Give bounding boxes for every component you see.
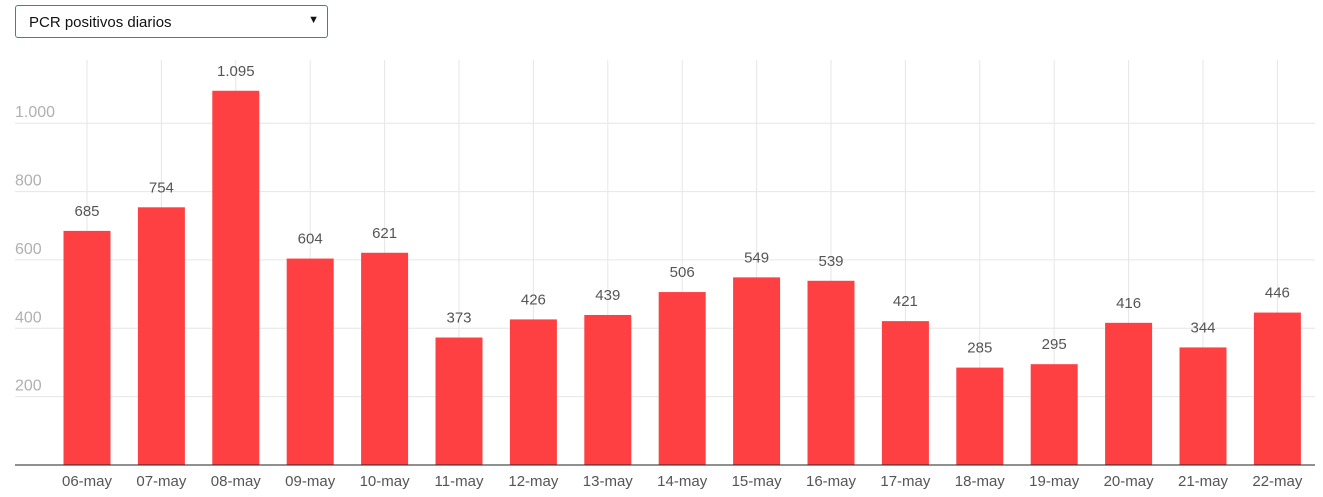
data-label: 539 <box>818 253 843 270</box>
data-label: 295 <box>1042 336 1067 353</box>
bar-16-may <box>807 280 855 465</box>
chevron-down-icon: ▼ <box>308 14 319 26</box>
x-tick-label: 22-may <box>1252 473 1303 490</box>
metric-select[interactable]: PCR positivos diarios ▼ <box>15 5 328 38</box>
x-tick-label: 18-may <box>955 473 1006 490</box>
data-label: 1.095 <box>217 63 255 80</box>
x-tick-label: 12-may <box>508 473 559 490</box>
x-tick-label: 20-may <box>1104 473 1155 490</box>
x-tick-label: 08-may <box>211 473 262 490</box>
bar-15-may <box>733 277 781 465</box>
bar-10-may <box>361 252 409 465</box>
bar-17-may <box>881 321 929 465</box>
x-tick-label: 16-may <box>806 473 857 490</box>
x-tick-label: 17-may <box>880 473 931 490</box>
bar-06-may <box>63 230 111 465</box>
bar-11-may <box>435 337 483 465</box>
data-label: 421 <box>893 293 918 310</box>
y-tick-label: 800 <box>15 173 42 190</box>
data-label: 439 <box>595 287 620 304</box>
data-label: 685 <box>74 203 99 220</box>
y-tick-labels: 200 400 600 800 1.000 <box>15 104 55 394</box>
bar-13-may <box>584 314 632 465</box>
bar-08-may <box>212 90 260 465</box>
x-tick-label: 10-may <box>360 473 411 490</box>
y-tick-label: 200 <box>15 378 42 395</box>
metric-select-value: PCR positivos diarios <box>29 14 172 31</box>
x-tick-label: 06-may <box>62 473 113 490</box>
data-label: 373 <box>446 310 471 327</box>
data-label: 754 <box>149 179 174 196</box>
bar-09-may <box>286 258 334 465</box>
bar-18-may <box>956 367 1004 465</box>
x-tick-label: 19-may <box>1029 473 1080 490</box>
x-tick-label: 11-may <box>435 473 484 490</box>
data-labels: 685 754 1.095 604 621 373 426 439 506 549 539 421 28… <box>74 63 1289 357</box>
bar-20-may <box>1105 322 1153 465</box>
x-tick-labels: 06-may 07-may 08-may 09-may 10-may 11-may 12-m… <box>62 473 1303 490</box>
bar-19-may <box>1030 364 1078 465</box>
data-label: 285 <box>967 340 992 357</box>
data-label: 621 <box>372 225 397 242</box>
data-label: 604 <box>298 231 323 248</box>
y-tick-label: 400 <box>15 309 42 326</box>
data-label: 416 <box>1116 295 1141 312</box>
bar-14-may <box>658 292 706 465</box>
bar-07-may <box>137 207 185 465</box>
x-tick-label: 15-may <box>732 473 783 490</box>
bar-21-may <box>1179 347 1227 465</box>
data-label: 426 <box>521 291 546 308</box>
x-tick-label: 21-may <box>1178 473 1229 490</box>
bars <box>63 90 1301 465</box>
data-label: 549 <box>744 249 769 266</box>
bar-22-may <box>1253 312 1301 465</box>
data-label: 344 <box>1190 319 1215 336</box>
x-tick-label: 07-may <box>136 473 187 490</box>
y-tick-label: 600 <box>15 241 42 258</box>
x-tick-label: 09-may <box>285 473 336 490</box>
x-tick-label: 14-may <box>657 473 708 490</box>
bar-12-may <box>509 319 557 465</box>
data-label: 506 <box>670 264 695 281</box>
x-tick-label: 13-may <box>583 473 634 490</box>
data-label: 446 <box>1265 285 1290 302</box>
y-tick-label: 1.000 <box>15 104 55 121</box>
